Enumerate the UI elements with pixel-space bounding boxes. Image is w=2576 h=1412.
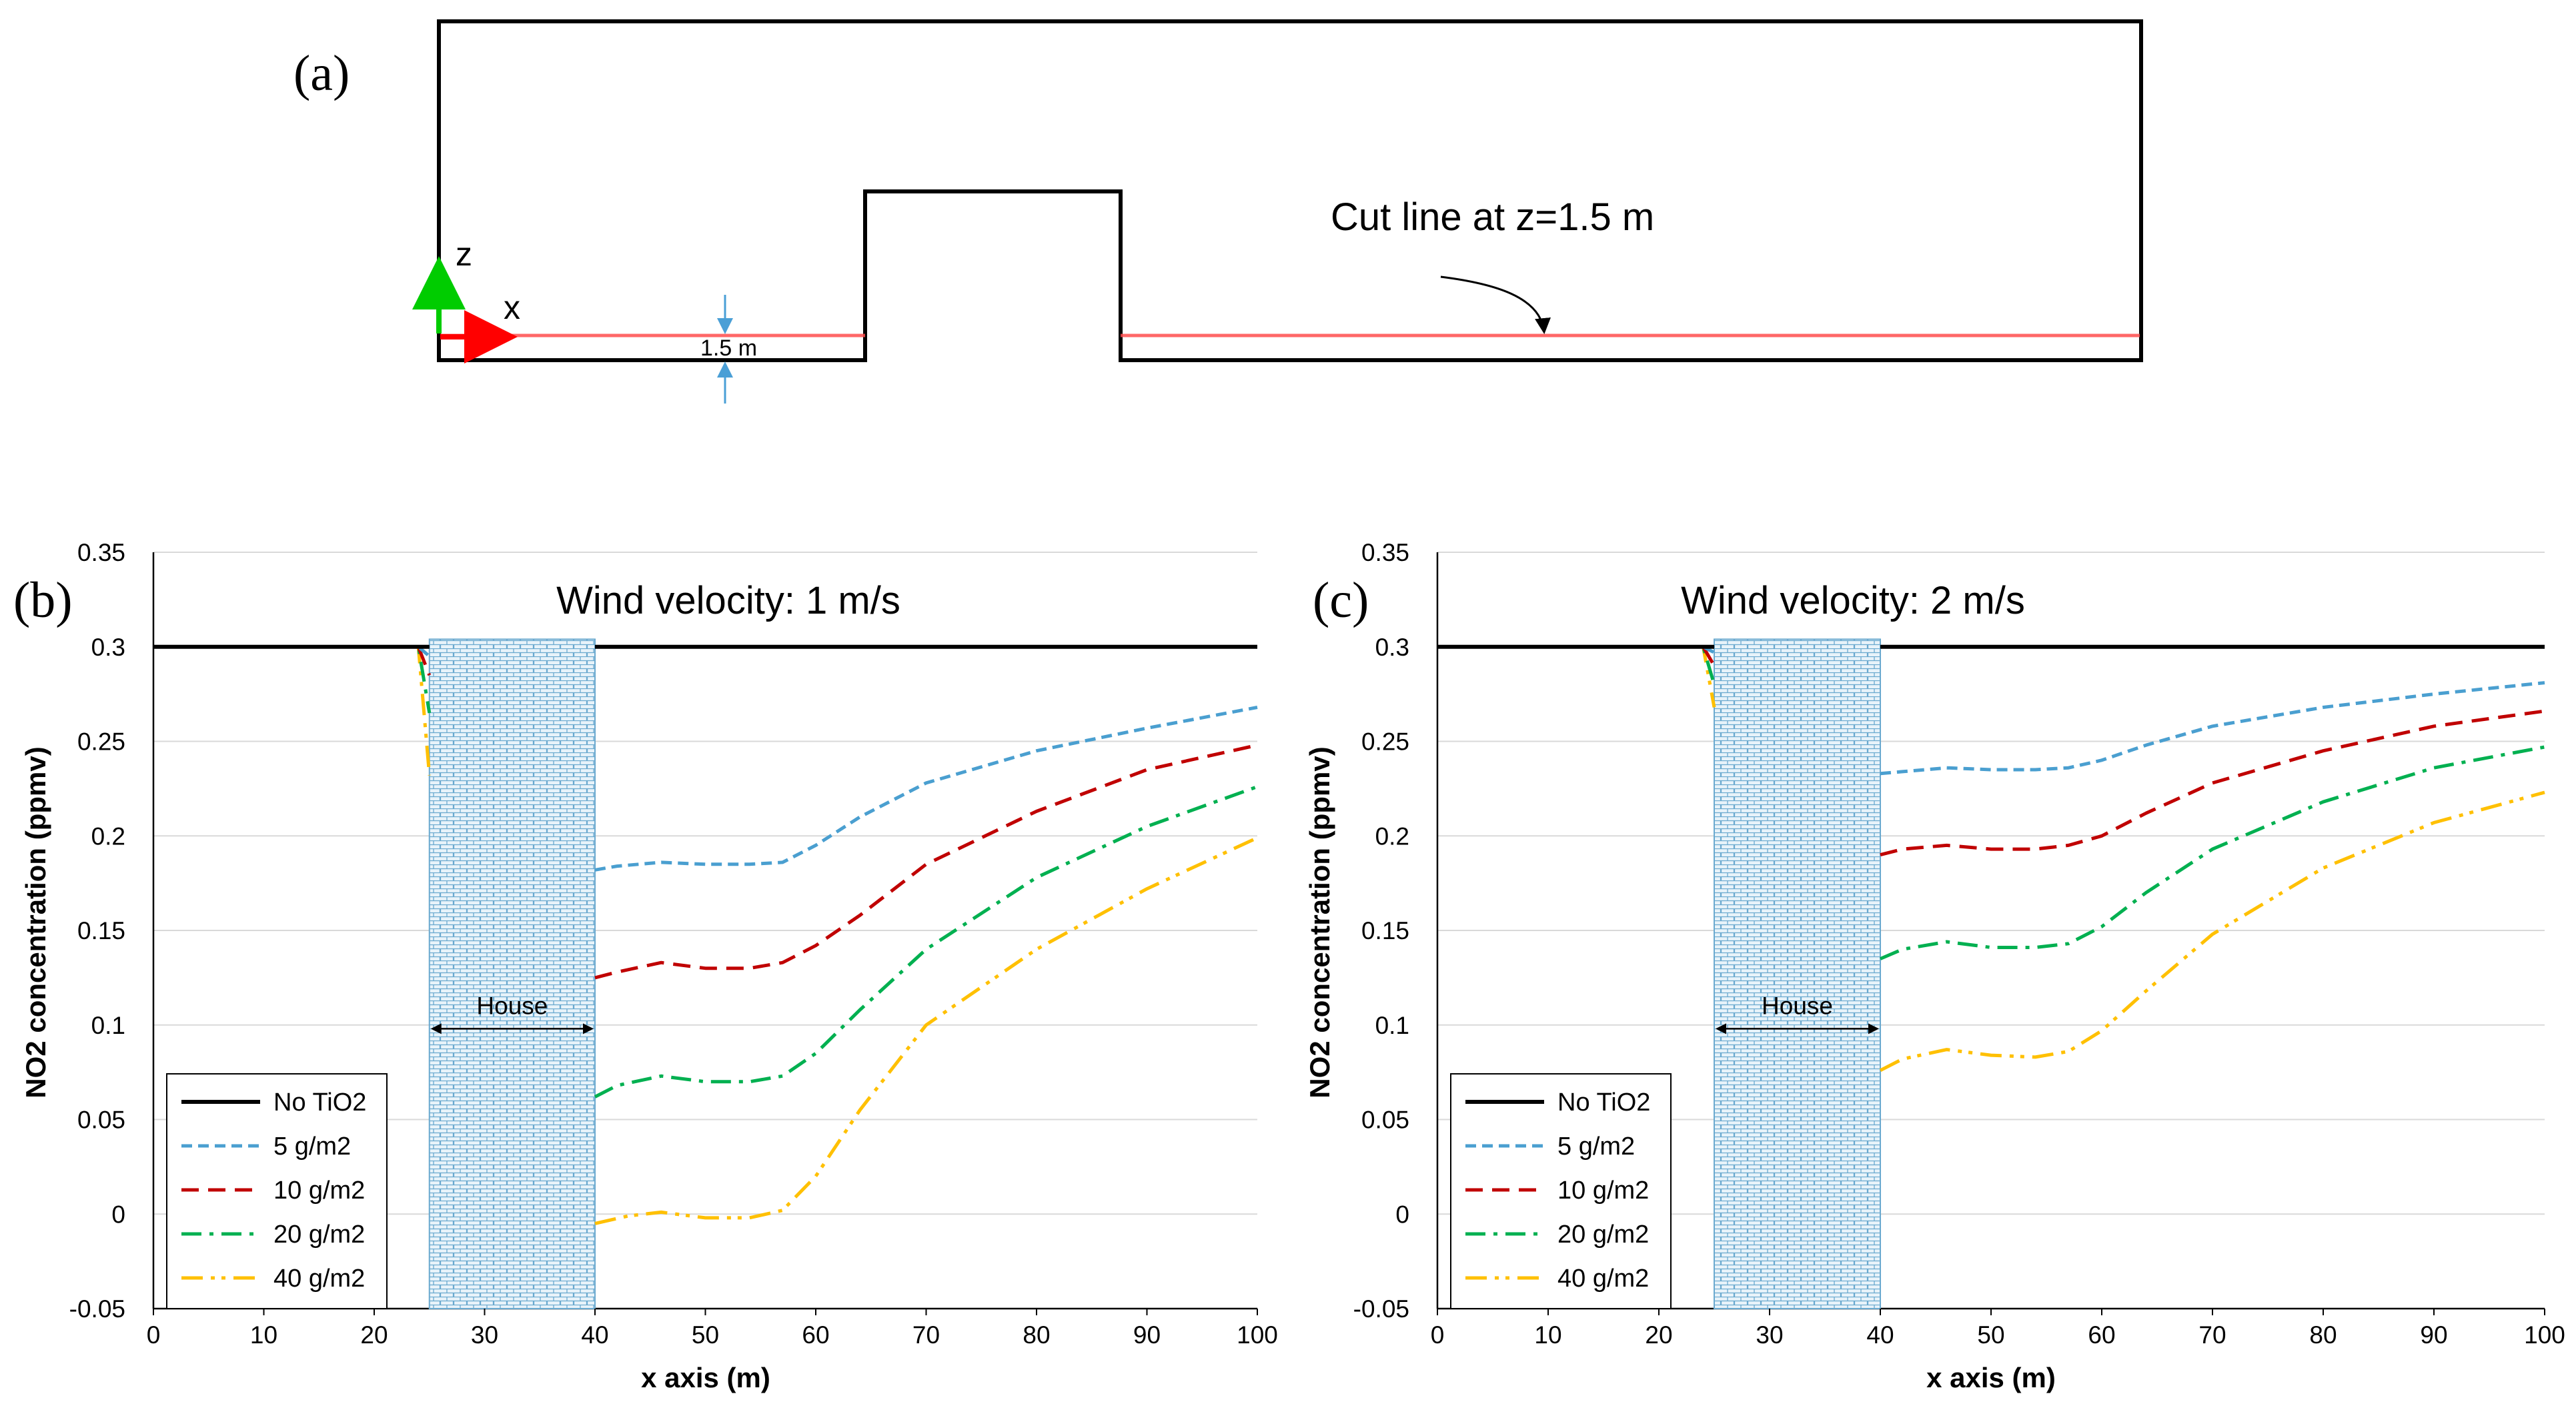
series-line-upstream xyxy=(153,645,432,676)
y-tick-label: 0.15 xyxy=(1361,917,1409,944)
legend-entry: 5 g/m2 xyxy=(273,1133,351,1161)
series-line-downstream xyxy=(594,785,1258,1099)
x-tick-label: 20 xyxy=(1645,1321,1672,1349)
legend-entry: 20 g/m2 xyxy=(1557,1221,1649,1249)
house-arrowhead-right xyxy=(1868,1023,1879,1034)
y-tick-label: 0.15 xyxy=(77,917,125,944)
x-tick-label: 80 xyxy=(1023,1321,1050,1349)
house-label: House xyxy=(476,992,548,1019)
panel-label-b: (b) xyxy=(13,572,73,628)
y-tick-label: 0 xyxy=(111,1201,125,1228)
series-line-upstream xyxy=(1437,645,1716,708)
house-arrowhead-left xyxy=(1716,1023,1726,1034)
legend-entry: 10 g/m2 xyxy=(273,1177,365,1205)
y-tick-label: 0.35 xyxy=(1361,539,1409,566)
x-tick-label: 40 xyxy=(581,1321,608,1349)
series-line-downstream xyxy=(594,706,1258,872)
series-line-upstream xyxy=(1437,645,1716,667)
legend-entry: 40 g/m2 xyxy=(273,1265,365,1293)
x-tick-label: 40 xyxy=(1866,1321,1894,1349)
x-tick-label: 20 xyxy=(360,1321,388,1349)
series-line-downstream xyxy=(1880,681,2545,776)
x-tick-label: 0 xyxy=(147,1321,161,1349)
legend-entry: No TiO2 xyxy=(1557,1089,1650,1117)
y-tick-label: 0.3 xyxy=(1375,634,1409,661)
x-tick-label: 70 xyxy=(912,1321,940,1349)
series-line-downstream xyxy=(594,836,1259,1225)
x-tick-label: 30 xyxy=(1756,1321,1783,1349)
x-tick-label: 90 xyxy=(1133,1321,1161,1349)
house-arrowhead-right xyxy=(583,1023,594,1034)
chart-title: Wind velocity: 2 m/s xyxy=(1681,579,2025,622)
series-line-downstream xyxy=(1880,709,2545,857)
house-block xyxy=(428,638,596,1309)
legend-entry: 40 g/m2 xyxy=(1557,1265,1649,1293)
x-tick-label: 10 xyxy=(1534,1321,1561,1349)
x-axis-title: x axis (m) xyxy=(1926,1362,2056,1393)
x-tick-label: 100 xyxy=(2524,1321,2565,1349)
legend-entry: No TiO2 xyxy=(273,1089,366,1117)
cut-line-pointer xyxy=(1440,275,1551,334)
domain-diagram: (a) x z 1.5 m Cut line at z=1.5 m xyxy=(293,19,2143,404)
chart-wind-2ms: (c) Wind velocity: 2 m/s NO2 concentrati… xyxy=(1304,539,2565,1393)
x-tick-label: 90 xyxy=(2420,1321,2447,1349)
x-tick-label: 0 xyxy=(1431,1321,1445,1349)
x-tick-label: 60 xyxy=(2088,1321,2115,1349)
legend-entry: 10 g/m2 xyxy=(1557,1177,1649,1205)
legend-entry: 5 g/m2 xyxy=(1557,1133,1635,1161)
chart-title: Wind velocity: 1 m/s xyxy=(556,579,900,622)
series-line-upstream xyxy=(153,645,432,776)
x-tick-label: 100 xyxy=(1237,1321,1278,1349)
chart-wind-1ms: (b) Wind velocity: 1 m/s NO2 concentrati… xyxy=(13,539,1278,1393)
y-tick-label: 0 xyxy=(1395,1201,1409,1228)
series-line-downstream xyxy=(594,743,1258,980)
z-axis-label: z xyxy=(456,235,472,273)
y-axis-title: NO2 concentration (ppmv) xyxy=(1304,746,1335,1098)
house-block xyxy=(1714,638,1881,1309)
panel-label-c: (c) xyxy=(1313,572,1369,628)
series-line-downstream xyxy=(1879,790,2545,1073)
x-axis-label: x xyxy=(504,289,520,326)
cut-line-label: Cut line at z=1.5 m xyxy=(1331,195,1654,239)
legend-entry: 20 g/m2 xyxy=(273,1221,365,1249)
series-line-upstream xyxy=(1437,645,1716,686)
y-tick-label: 0.25 xyxy=(1361,728,1409,756)
y-tick-label: 0.05 xyxy=(77,1107,125,1134)
series-line-downstream xyxy=(1880,745,2545,960)
x-tick-label: 60 xyxy=(802,1321,829,1349)
x-tick-label: 50 xyxy=(692,1321,719,1349)
y-tick-label: 0.1 xyxy=(91,1012,125,1039)
legend-box xyxy=(1450,1073,1672,1309)
legend-box xyxy=(166,1073,388,1309)
dimension-label: 1.5 m xyxy=(700,335,757,361)
y-tick-label: 0.1 xyxy=(1375,1012,1409,1039)
series-line-upstream xyxy=(153,645,432,714)
y-tick-label: 0.2 xyxy=(1375,822,1409,850)
y-tick-label: 0.3 xyxy=(91,634,125,661)
y-axis-title: NO2 concentration (ppmv) xyxy=(20,746,51,1098)
house-label: House xyxy=(1762,992,1833,1019)
x-tick-label: 10 xyxy=(250,1321,277,1349)
panel-label-a: (a) xyxy=(293,45,350,101)
y-tick-label: 0.35 xyxy=(77,539,125,566)
domain-outline xyxy=(437,19,2143,362)
x-tick-label: 50 xyxy=(1977,1321,2004,1349)
x-tick-label: 70 xyxy=(2198,1321,2226,1349)
x-tick-label: 80 xyxy=(2309,1321,2337,1349)
y-tick-label: 0.05 xyxy=(1361,1107,1409,1134)
y-tick-label: 0.25 xyxy=(77,728,125,756)
y-tick-label: -0.05 xyxy=(1353,1295,1409,1323)
y-tick-label: -0.05 xyxy=(69,1295,125,1323)
x-tick-label: 30 xyxy=(471,1321,498,1349)
x-axis-title: x axis (m) xyxy=(641,1362,770,1393)
y-tick-label: 0.2 xyxy=(91,822,125,850)
house-arrowhead-left xyxy=(430,1023,442,1034)
